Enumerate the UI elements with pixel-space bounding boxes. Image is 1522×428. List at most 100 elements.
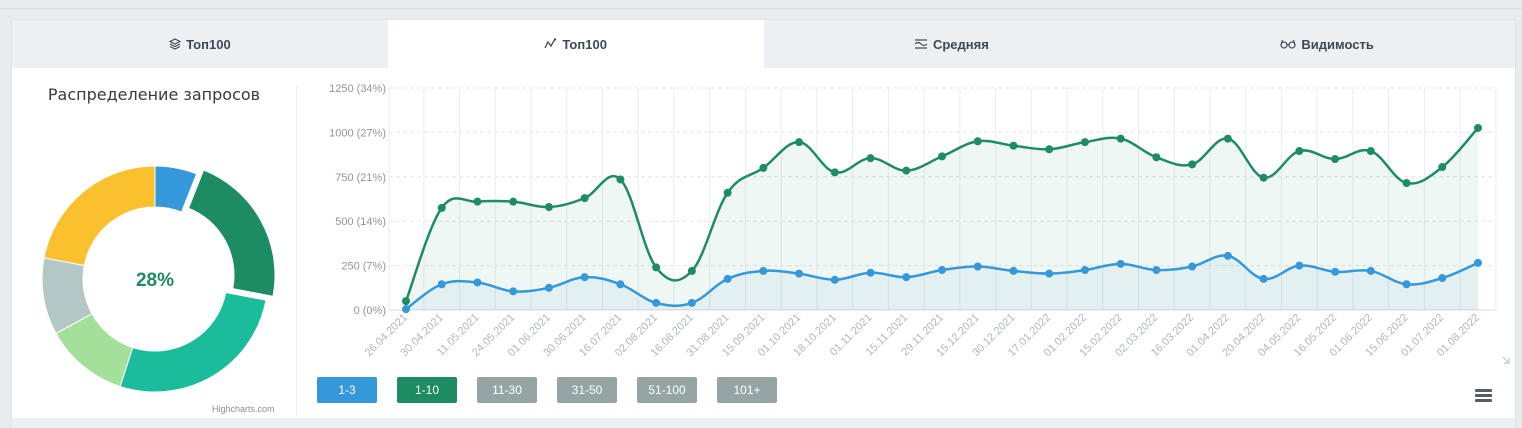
series-0-point-30[interactable] [1474, 123, 1482, 132]
top-bar [0, 0, 1522, 9]
series-1-point-16[interactable] [973, 262, 982, 271]
stats-panel: Топ100 Топ100 Средняя Видимость Распреде… [11, 19, 1516, 428]
filter-button-31-50[interactable]: 31-50 [557, 377, 617, 403]
bottom-strip [12, 418, 1515, 428]
series-0-point-10[interactable] [759, 163, 768, 172]
series-0-point-15[interactable] [938, 152, 946, 161]
filter-button-1-10[interactable]: 1-10 [397, 377, 457, 403]
series-0-point-16[interactable] [973, 137, 982, 146]
filter-button-1-3[interactable]: 1-3 [317, 377, 377, 403]
y-tick-label: 250 (7%) [341, 261, 386, 273]
series-0-point-5[interactable] [580, 194, 589, 203]
series-0-point-23[interactable] [1223, 134, 1232, 143]
series-1-point-2[interactable] [473, 278, 482, 287]
series-1-point-12[interactable] [830, 275, 839, 284]
donut-slice-0[interactable] [154, 165, 198, 213]
series-1-point-29[interactable] [1438, 274, 1447, 283]
donut-title: Распределение запросов [47, 85, 261, 104]
scroll-arrow-icon[interactable] [1502, 356, 1510, 364]
range-filters: 1-3 1-10 11-30 31-50 51-100 101+ [317, 377, 777, 403]
highcharts-credit[interactable]: Highcharts.com [212, 404, 275, 414]
series-1-point-28[interactable] [1402, 280, 1411, 289]
series-1-point-21[interactable] [1152, 266, 1161, 275]
donut-center-label: 28% [136, 270, 174, 291]
tab-average[interactable]: Средняя [763, 20, 1140, 68]
series-1-point-23[interactable] [1223, 251, 1232, 260]
series-1-point-8[interactable] [687, 298, 696, 307]
series-0-point-9[interactable] [723, 188, 732, 197]
series-0-point-20[interactable] [1116, 134, 1125, 143]
series-0-point-19[interactable] [1080, 138, 1089, 147]
series-0-point-26[interactable] [1331, 155, 1340, 164]
series-0-point-22[interactable] [1188, 160, 1197, 169]
series-1-point-19[interactable] [1080, 266, 1089, 275]
filter-button-51-100[interactable]: 51-100 [637, 377, 697, 403]
series-0-point-6[interactable] [616, 175, 625, 184]
series-0-point-13[interactable] [866, 154, 875, 163]
series-1-point-1[interactable] [437, 280, 446, 289]
series-1-point-6[interactable] [616, 280, 625, 289]
tab-top100-distribution[interactable]: Топ100 [12, 20, 388, 68]
series-0-point-4[interactable] [544, 202, 553, 211]
series-1-point-0[interactable] [402, 305, 410, 314]
donut-slice-1[interactable] [187, 169, 276, 297]
tab-visibility[interactable]: Видимость [1139, 20, 1515, 68]
series-0-point-12[interactable] [830, 168, 839, 177]
series-1-point-3[interactable] [509, 287, 518, 296]
series-area-0 [406, 127, 1478, 311]
donut-area: Распределение запросов 28% Highcharts.co… [12, 68, 296, 418]
series-1-point-4[interactable] [544, 283, 553, 292]
series-1-point-15[interactable] [938, 266, 946, 275]
series-1-point-10[interactable] [759, 266, 768, 275]
chart-menu-icon[interactable] [1475, 389, 1493, 403]
layers-icon [169, 38, 182, 50]
series-0-point-1[interactable] [437, 203, 446, 212]
series-1-point-24[interactable] [1259, 274, 1268, 283]
series-1-point-13[interactable] [866, 268, 875, 277]
series-1-point-25[interactable] [1295, 261, 1304, 270]
series-0-point-18[interactable] [1045, 145, 1054, 154]
series-0-point-24[interactable] [1259, 173, 1268, 182]
glasses-icon [1280, 38, 1297, 50]
divider [296, 86, 297, 416]
series-0-point-11[interactable] [795, 138, 804, 147]
line-chart: 0 (0%) 250 (7%) 500 (14%) 750 (21%) 1000 (27… [329, 83, 1510, 364]
donut-slice-5[interactable] [43, 165, 156, 267]
series-0-point-14[interactable] [902, 166, 911, 175]
series-0-point-2[interactable] [473, 197, 482, 206]
series-1-point-18[interactable] [1045, 269, 1054, 278]
series-1-point-30[interactable] [1474, 258, 1482, 267]
series-0-point-7[interactable] [652, 263, 661, 272]
series-1-point-17[interactable] [1009, 266, 1018, 275]
tab-bar: Топ100 Топ100 Средняя Видимость [12, 20, 1515, 68]
series-1-point-26[interactable] [1331, 267, 1340, 276]
series-0-point-17[interactable] [1009, 141, 1018, 150]
donut-slice-2[interactable] [119, 291, 267, 393]
series-0-point-0[interactable] [402, 297, 410, 306]
series-0-point-21[interactable] [1152, 153, 1161, 162]
series-0-point-28[interactable] [1402, 179, 1411, 188]
tab-top100-dynamics[interactable]: Топ100 [387, 20, 764, 68]
average-icon [914, 38, 928, 50]
series-1-point-11[interactable] [795, 269, 804, 278]
series-1-point-9[interactable] [723, 274, 732, 283]
series-0-point-29[interactable] [1438, 163, 1447, 172]
series-1-point-22[interactable] [1188, 262, 1197, 271]
y-tick-label: 500 (14%) [335, 216, 386, 228]
series-0-point-3[interactable] [509, 197, 518, 206]
tab-label: Видимость [1301, 36, 1374, 52]
series-1-point-5[interactable] [580, 273, 589, 282]
series-1-point-27[interactable] [1366, 266, 1375, 275]
series-0-point-27[interactable] [1366, 147, 1375, 156]
series-0-point-8[interactable] [687, 266, 696, 275]
series-0-point-25[interactable] [1295, 147, 1304, 156]
series-1-point-20[interactable] [1116, 259, 1125, 268]
filter-button-11-30[interactable]: 11-30 [477, 377, 537, 403]
series-area-1 [406, 255, 1478, 310]
series-1-point-14[interactable] [902, 273, 911, 282]
series-1-point-7[interactable] [652, 298, 661, 307]
tab-label: Средняя [932, 36, 989, 52]
y-tick-label: 750 (21%) [335, 172, 386, 184]
filter-button-101+[interactable]: 101+ [717, 377, 777, 403]
tab-label: Топ100 [186, 36, 231, 52]
